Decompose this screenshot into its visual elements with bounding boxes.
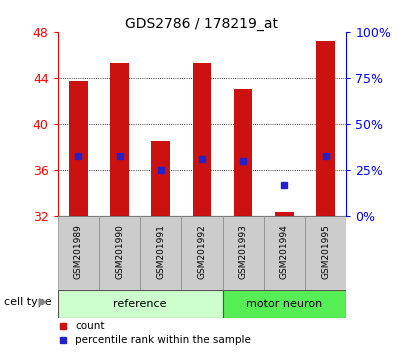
Text: percentile rank within the sample: percentile rank within the sample [75, 335, 251, 345]
Text: cell type: cell type [4, 297, 52, 307]
Bar [222, 290, 346, 319]
Text: GSM201991: GSM201991 [156, 224, 165, 279]
Bar [69, 81, 88, 216]
Bar [99, 216, 140, 290]
Bar [316, 41, 335, 216]
Bar [58, 216, 99, 290]
Bar [181, 216, 222, 290]
Text: reference: reference [113, 299, 167, 309]
Bar [222, 216, 264, 290]
Bar [305, 216, 346, 290]
Text: GSM201993: GSM201993 [239, 224, 248, 279]
Text: GSM201995: GSM201995 [321, 224, 330, 279]
Bar [264, 216, 305, 290]
Text: count: count [75, 321, 105, 331]
Text: GSM201990: GSM201990 [115, 224, 124, 279]
Text: ▶: ▶ [39, 297, 48, 307]
Bar [152, 141, 170, 216]
Text: GSM201992: GSM201992 [197, 224, 207, 279]
Bar [58, 290, 222, 319]
Bar [193, 63, 211, 216]
Bar [110, 63, 129, 216]
Bar [140, 216, 181, 290]
Text: GSM201994: GSM201994 [280, 224, 289, 279]
Bar [275, 212, 294, 216]
Text: GSM201989: GSM201989 [74, 224, 83, 279]
Title: GDS2786 / 178219_at: GDS2786 / 178219_at [125, 17, 279, 31]
Text: motor neuron: motor neuron [246, 299, 322, 309]
Bar [234, 90, 252, 216]
